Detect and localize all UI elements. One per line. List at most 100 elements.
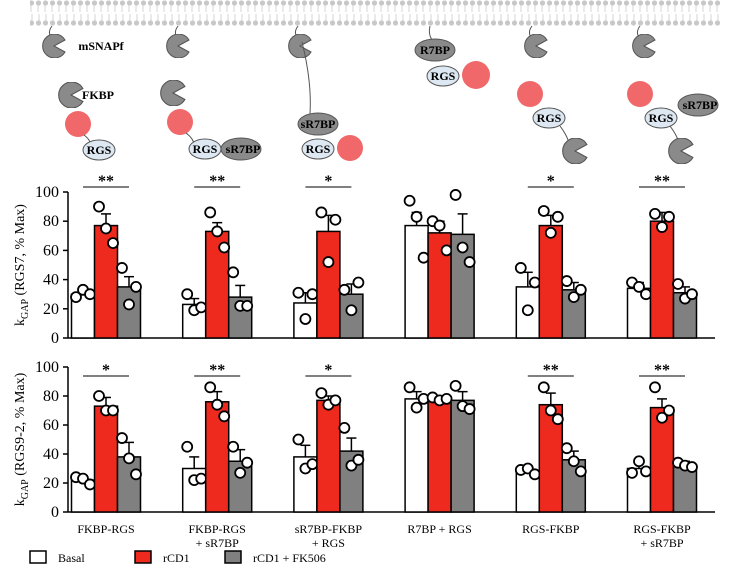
y-tick-label: 0 [51,330,59,347]
legend-label: rCD1 + FK506 [253,551,326,565]
data-point [204,381,217,394]
schematic-label: RGS [193,142,218,156]
data-point [181,288,194,301]
data-point [686,461,698,473]
data-point [227,266,240,279]
data-point [93,390,105,402]
data-point [299,313,312,325]
data-point [84,478,96,491]
data-point [306,288,319,301]
schematic-label: R7BP [420,43,450,57]
y-tick-label: 60 [43,242,59,259]
data-point [663,210,675,223]
significance-label: ** [654,362,670,379]
significance-label: ** [209,173,225,190]
data-point [633,280,645,293]
legend-swatch [134,550,152,564]
y-tick-label: 0 [51,504,59,521]
bar [561,289,587,339]
bar [316,230,341,339]
snap-icon [632,34,656,58]
y-tick-label: 80 [43,388,59,405]
data-point [107,237,119,250]
bar [450,399,475,513]
significance-label: ** [543,362,559,379]
y-tick-label: 40 [43,446,59,463]
schematic-label: RGS [306,142,331,156]
y-axis-label: kGAP (RGS7, % Max) [13,204,31,326]
data-point [560,275,573,287]
data-point [440,392,453,405]
x-tick-label: RGS-FKBP [522,522,580,536]
significance-label: ** [209,362,225,379]
y-label-part: GAP [20,299,31,319]
fkbp-icon [562,138,588,164]
data-point [456,241,469,254]
significance-label: * [324,362,332,379]
data-point [567,455,580,468]
data-point [640,288,652,301]
data-point [306,458,319,471]
data-point [433,219,446,232]
y-label-part: (RGS9-2, % Max) [13,372,28,479]
snap-icon [524,34,548,58]
schematic-label: mSNAPf [78,39,124,53]
y-label-part: GAP [20,479,31,499]
bar [649,220,675,339]
schematic-label: FKBP [82,88,114,102]
data-point [449,189,462,201]
bar [404,398,429,513]
data-point [440,244,453,257]
data-point [574,283,587,296]
data-point [403,194,416,207]
data-point [241,456,254,469]
data-point [116,432,128,444]
data-point [123,452,135,465]
snap-icon [42,34,66,58]
fkbp-icon [668,138,694,164]
data-point [403,381,416,394]
data-point [463,403,476,415]
y-tick-label: 20 [43,475,59,492]
data-point [338,283,351,296]
fkbp-icon [58,82,84,108]
data-point [633,455,645,468]
data-point [116,262,128,274]
data-point [338,421,351,434]
data-point [100,222,112,235]
data-point [352,453,365,466]
data-point [195,472,208,485]
data-point [130,280,142,293]
y-tick-label: 80 [43,213,59,230]
y-label-part: k [13,499,28,506]
data-point [329,213,342,226]
data-point [537,381,550,394]
y-tick-label: 40 [43,272,59,289]
bar [116,456,142,513]
data-point [329,394,342,407]
legend-label: Basal [58,551,85,565]
y-tick-label: 20 [43,301,59,318]
fkbp-icon [160,80,186,106]
data-point [123,298,135,311]
legend-swatch [29,550,47,564]
x-tick-label: sR7BP-FKBP + RGS [294,522,363,550]
data-point [234,466,247,479]
data-point [315,387,328,400]
x-tick-label: FKBP-RGS + sR7BP [188,522,246,550]
y-label-part: (RGS7, % Max) [13,204,28,299]
data-point [649,381,661,394]
data-point [417,251,430,264]
data-point [241,299,254,312]
data-point [663,404,675,417]
data-point [649,207,661,220]
data-point [345,304,358,317]
data-point [528,276,541,289]
data-point [528,468,541,481]
schematic-label: sR7BP [301,117,336,131]
significance-label: ** [98,173,114,190]
data-point [315,206,328,219]
significance-label: * [547,173,555,190]
data-point [93,200,105,213]
bar [538,224,564,339]
